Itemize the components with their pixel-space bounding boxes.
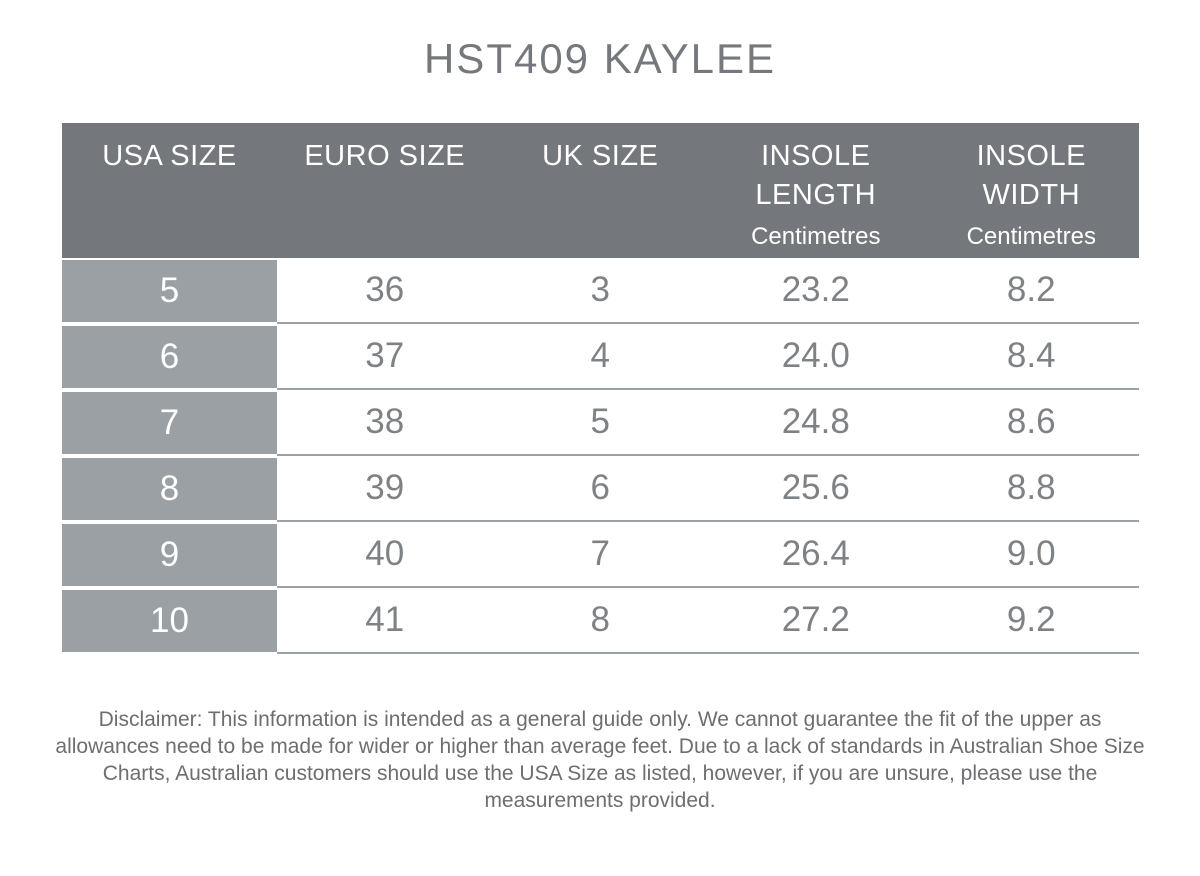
cell-euro-size: 39	[365, 468, 405, 507]
cell-uk-size: 8	[590, 600, 610, 639]
table-row: 6 37 4 24.0 8.4	[62, 324, 1139, 390]
table-row: 10 41 8 27.2 9.2	[62, 588, 1139, 654]
column-header-uk-size: UK SIZE	[493, 123, 709, 258]
table-header-row: USA SIZE EURO SIZE UK SIZE INSOLE LENGTH…	[62, 123, 1139, 258]
cell-usa-size: 7	[62, 392, 277, 454]
size-chart-page: HST409 KAYLEE USA SIZE EURO SIZE UK SIZE…	[0, 34, 1200, 814]
cell-insole-width: 8.4	[1006, 336, 1056, 375]
cell-insole-length: 27.2	[781, 600, 850, 639]
cell-uk-size: 3	[590, 270, 610, 309]
table-row: 9 40 7 26.4 9.0	[62, 522, 1139, 588]
cell-insole-width: 8.2	[1006, 270, 1056, 309]
cell-insole-length: 24.8	[781, 402, 850, 441]
cell-uk-size: 4	[590, 336, 610, 375]
column-header-label: INSOLE LENGTH	[755, 140, 877, 211]
cell-insole-width: 9.2	[1006, 600, 1056, 639]
table-row: 5 36 3 23.2 8.2	[62, 258, 1139, 324]
column-header-label: UK SIZE	[542, 140, 659, 172]
row-cells: 38 5 24.8 8.6	[277, 390, 1139, 456]
cell-uk-size: 6	[590, 468, 610, 507]
cell-uk-size: 5	[590, 402, 610, 441]
cell-euro-size: 36	[365, 270, 405, 309]
row-cells: 39 6 25.6 8.8	[277, 456, 1139, 522]
column-header-usa-size: USA SIZE	[62, 123, 277, 258]
cell-usa-size: 5	[62, 260, 277, 322]
cell-insole-width: 8.8	[1006, 468, 1056, 507]
cell-euro-size: 40	[365, 534, 405, 573]
row-cells: 36 3 23.2 8.2	[277, 258, 1139, 324]
cell-insole-width: 9.0	[1006, 534, 1056, 573]
column-header-euro-size: EURO SIZE	[277, 123, 493, 258]
cell-insole-length: 24.0	[781, 336, 850, 375]
cell-insole-width: 8.6	[1006, 402, 1056, 441]
cell-usa-size: 8	[62, 458, 277, 520]
column-header-unit: Centimetres	[751, 223, 881, 250]
cell-usa-size: 6	[62, 326, 277, 388]
column-header-label: USA SIZE	[102, 140, 237, 172]
cell-usa-size: 10	[62, 590, 277, 652]
disclaimer-text: Disclaimer: This information is intended…	[55, 708, 1145, 812]
cell-uk-size: 7	[590, 534, 610, 573]
column-header-unit: Centimetres	[966, 223, 1096, 250]
column-header-insole-width: INSOLE WIDTH Centimetres	[924, 123, 1140, 258]
cell-euro-size: 37	[365, 336, 405, 375]
column-header-label: INSOLE WIDTH	[976, 140, 1086, 211]
cell-euro-size: 38	[365, 402, 405, 441]
table-row: 7 38 5 24.8 8.6	[62, 390, 1139, 456]
column-header-insole-length: INSOLE LENGTH Centimetres	[708, 123, 924, 258]
size-chart-table: USA SIZE EURO SIZE UK SIZE INSOLE LENGTH…	[62, 123, 1139, 654]
cell-usa-size: 9	[62, 524, 277, 586]
row-cells: 40 7 26.4 9.0	[277, 522, 1139, 588]
row-cells: 37 4 24.0 8.4	[277, 324, 1139, 390]
cell-insole-length: 26.4	[781, 534, 850, 573]
cell-insole-length: 25.6	[781, 468, 850, 507]
row-cells: 41 8 27.2 9.2	[277, 588, 1139, 654]
cell-euro-size: 41	[365, 600, 405, 639]
cell-insole-length: 23.2	[781, 270, 850, 309]
page-title: HST409 KAYLEE	[423, 35, 777, 82]
table-row: 8 39 6 25.6 8.8	[62, 456, 1139, 522]
column-header-label: EURO SIZE	[304, 140, 466, 172]
